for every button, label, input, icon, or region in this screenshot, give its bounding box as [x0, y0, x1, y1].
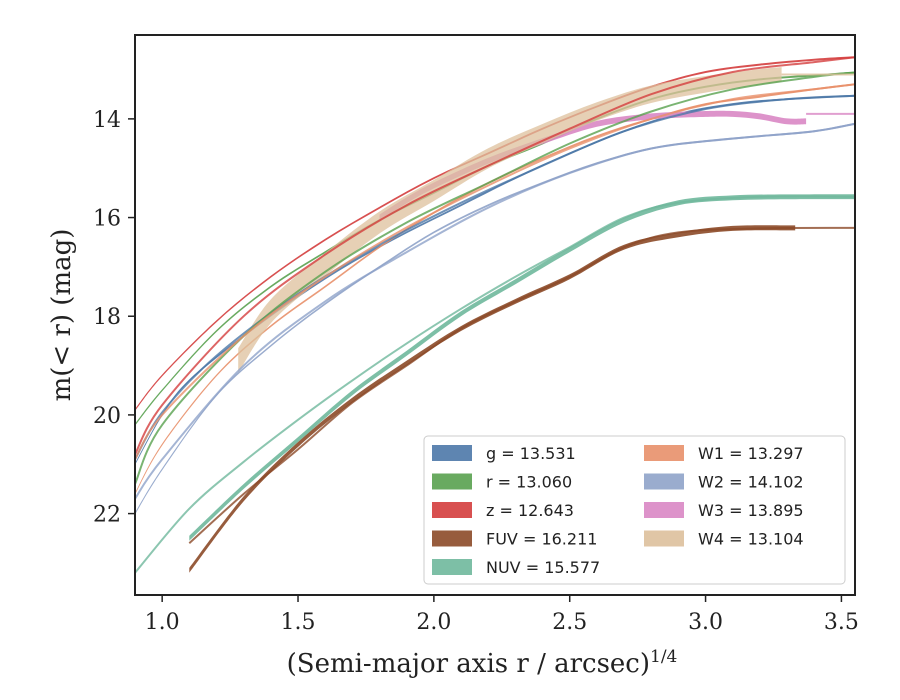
y-tick-label: 18 [93, 305, 121, 330]
x-tick-label: 1.0 [145, 610, 180, 635]
y-axis-label: m(< r) (mag) [47, 229, 77, 402]
x-axis: 1.0 1.5 2.0 2.5 3.0 3.5 [145, 595, 859, 635]
legend-label-w2: W2 = 14.102 [698, 473, 804, 492]
legend-label-nuv: NUV = 15.577 [486, 558, 600, 577]
legend-swatch-g [432, 445, 472, 461]
y-tick-label: 16 [93, 207, 121, 232]
legend-label-w1: W1 = 13.297 [698, 444, 804, 463]
model-line-w1 [135, 83, 855, 460]
legend-label-w3: W3 = 13.895 [698, 501, 804, 520]
y-tick-label: 14 [93, 108, 121, 133]
legend-label-g: g = 13.531 [486, 444, 576, 463]
legend-swatch-w2 [644, 473, 684, 490]
x-tick-label: 2.0 [416, 610, 451, 635]
legend-swatch-z [432, 502, 472, 518]
legend-box [423, 435, 846, 585]
model-line-z [135, 56, 855, 455]
model-line-nuv [135, 195, 855, 574]
x-tick-label: 1.5 [281, 610, 316, 635]
x-axis-label-text: (Semi-major axis r / arcsec) [287, 649, 650, 679]
legend-swatch-w1 [644, 445, 684, 461]
model-line-w2 [135, 122, 855, 500]
legend-swatch-r [432, 473, 472, 490]
x-tick-label: 3.0 [688, 610, 723, 635]
legend-swatch-w3 [644, 502, 684, 518]
x-axis-label: (Semi-major axis r / arcsec)1/4 [287, 647, 678, 679]
model-line-fuv [188, 226, 855, 544]
model-lines [135, 56, 855, 574]
legend-label-fuv: FUV = 16.211 [486, 530, 597, 549]
y-tick-label: 20 [93, 404, 121, 429]
legend-label-r: r = 13.060 [486, 473, 572, 492]
legend-label-w4: W4 = 13.104 [698, 530, 804, 549]
legend-swatch-fuv [432, 530, 472, 547]
legend: g = 13.531 r = 13.060 z = 12.643 FUV = 16.2… [423, 435, 846, 585]
y-tick-label: 22 [93, 503, 121, 528]
legend-label-z: z = 12.643 [486, 501, 574, 520]
model-line-g [135, 94, 855, 460]
x-axis-label-exponent: 1/4 [650, 647, 677, 667]
legend-swatch-w4 [644, 530, 684, 547]
y-axis: 14 16 18 20 22 [93, 108, 135, 528]
band-r [135, 71, 855, 426]
x-tick-label: 2.5 [552, 610, 587, 635]
x-tick-label: 3.5 [824, 610, 859, 635]
legend-swatch-nuv [432, 559, 472, 575]
model-line-r [135, 71, 855, 485]
plot-frame [134, 34, 856, 596]
